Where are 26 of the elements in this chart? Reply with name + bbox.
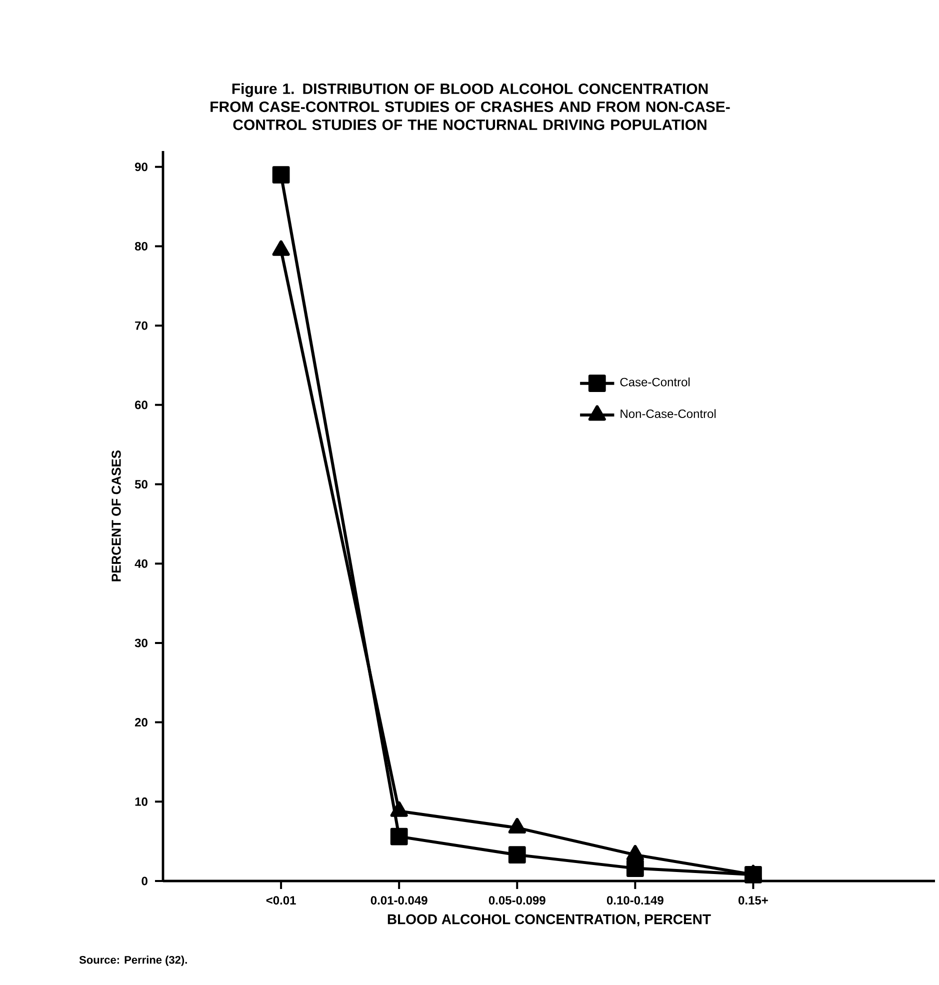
legend-label: Case-Control (620, 377, 690, 386)
point (272, 240, 290, 256)
point (272, 166, 290, 184)
y-tick-label: 10 (135, 797, 148, 806)
x-tick-label: 0.10-0.149 (606, 896, 664, 905)
point (390, 828, 408, 846)
legend-label: Non-Case-Control (620, 409, 716, 418)
y-tick-label: 70 (135, 321, 148, 330)
y-tick-label: 90 (134, 162, 148, 172)
chart-title: Figure 1. DISTRIBUTION OF BLOOD ALCOHOL CONCENTRATION FROM CASE-CONTROL STUDIES OF CRASHES AND FROM NON-CASE-CONTROL STUDIES OF THE NOCTURNAL DRIVING POPULATION (210, 83, 730, 130)
y-tick-label: 80 (134, 242, 148, 250)
source-note: Source: Perrine (32). (79, 956, 187, 966)
x-axis-title: BLOOD ALCOHOL CONCENTRATION, PERCENT (388, 914, 711, 926)
point (508, 846, 526, 864)
y-tick-label: 40 (134, 559, 148, 568)
y-axis-title: PERCENT OF CASES (112, 450, 121, 582)
y-tick-label: 60 (135, 400, 148, 410)
x-tick-label: 0.05-0.099 (488, 896, 546, 905)
x-tick-label: 0.15+ (738, 896, 768, 905)
y-tick-label: 50 (134, 480, 148, 489)
y-tick-label: 20 (134, 718, 148, 727)
y-tick-label: 0 (142, 876, 148, 886)
x-tick-label: <0.01 (266, 896, 296, 905)
x-tick-label: 0.01-0.049 (370, 896, 428, 905)
y-tick-label: 30 (134, 638, 148, 648)
point (626, 860, 644, 877)
